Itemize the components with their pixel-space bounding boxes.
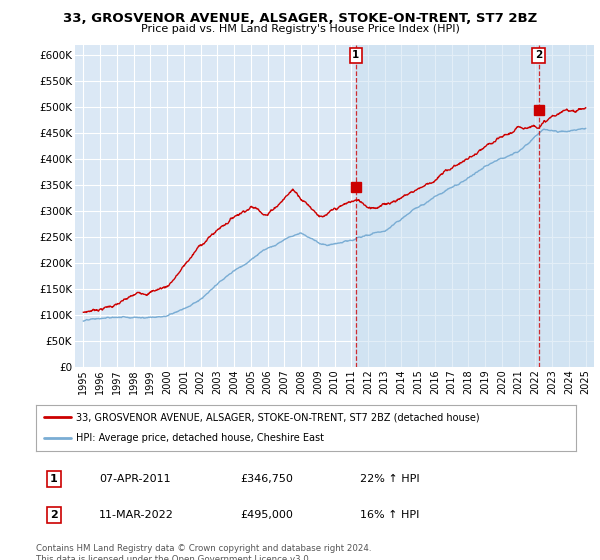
Text: 2: 2: [50, 510, 58, 520]
Text: Price paid vs. HM Land Registry's House Price Index (HPI): Price paid vs. HM Land Registry's House …: [140, 24, 460, 34]
Text: 16% ↑ HPI: 16% ↑ HPI: [360, 510, 419, 520]
Text: 33, GROSVENOR AVENUE, ALSAGER, STOKE-ON-TRENT, ST7 2BZ: 33, GROSVENOR AVENUE, ALSAGER, STOKE-ON-…: [63, 12, 537, 25]
Text: 11-MAR-2022: 11-MAR-2022: [99, 510, 174, 520]
Text: 1: 1: [50, 474, 58, 484]
Text: 07-APR-2011: 07-APR-2011: [99, 474, 170, 484]
Text: £495,000: £495,000: [240, 510, 293, 520]
Bar: [356, 45, 594, 367]
Text: £346,750: £346,750: [240, 474, 293, 484]
Text: 22% ↑ HPI: 22% ↑ HPI: [360, 474, 419, 484]
Text: Contains HM Land Registry data © Crown copyright and database right 2024.
This d: Contains HM Land Registry data © Crown c…: [36, 544, 371, 560]
Text: 1: 1: [352, 50, 359, 60]
Text: HPI: Average price, detached house, Cheshire East: HPI: Average price, detached house, Ches…: [77, 433, 325, 444]
Text: 2: 2: [535, 50, 542, 60]
Text: 33, GROSVENOR AVENUE, ALSAGER, STOKE-ON-TRENT, ST7 2BZ (detached house): 33, GROSVENOR AVENUE, ALSAGER, STOKE-ON-…: [77, 412, 480, 422]
